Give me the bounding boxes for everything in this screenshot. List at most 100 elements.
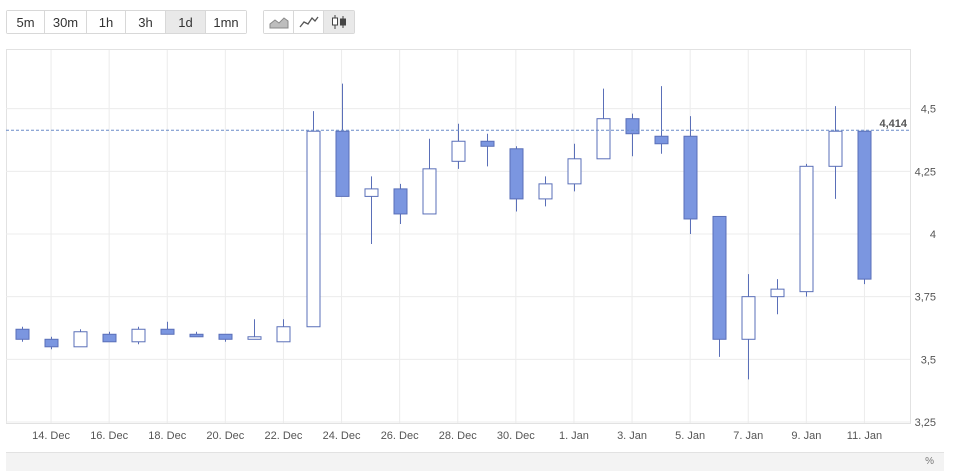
candle	[799, 163, 814, 297]
candle-body	[364, 188, 379, 197]
x-tick-label: 9. Jan	[791, 430, 821, 442]
candle	[654, 86, 669, 154]
timeframe-3h-button[interactable]: 3h	[126, 11, 166, 33]
candle-body	[15, 328, 30, 340]
x-tick-label: 3. Jan	[617, 430, 647, 442]
candle	[741, 274, 756, 380]
candle	[276, 319, 291, 343]
candle	[102, 331, 117, 343]
candle-body	[538, 183, 553, 200]
x-tick-label: 7. Jan	[733, 430, 763, 442]
timeframe-1d-button[interactable]: 1d	[166, 11, 206, 33]
y-tick-label: 3,5	[921, 354, 936, 366]
timeframe-group: 5m 30m 1h 3h 1d 1mn	[6, 10, 247, 34]
candle	[247, 319, 262, 340]
candle-body	[102, 333, 117, 343]
x-tick-label: 24. Dec	[323, 430, 361, 442]
candlestick-chart-icon	[332, 15, 346, 29]
candle-body	[857, 130, 872, 280]
chart-footer: %	[6, 452, 944, 471]
candle	[683, 116, 698, 234]
candle-body	[306, 130, 321, 328]
timeframe-toolbar: 5m 30m 1h 3h 1d 1mn	[6, 10, 247, 34]
candle	[393, 183, 408, 224]
candle	[828, 106, 843, 199]
candle-body	[741, 296, 756, 340]
candle-body	[44, 338, 59, 348]
candle	[538, 176, 553, 207]
x-tick-label: 22. Dec	[264, 430, 302, 442]
x-tick-label: 11. Jan	[847, 430, 882, 442]
last-price-label: 4,414	[879, 118, 907, 130]
candle-body	[480, 140, 495, 147]
candle	[189, 331, 204, 338]
area-chart-button[interactable]	[264, 11, 294, 33]
candle-body	[828, 130, 843, 167]
line-chart-button[interactable]	[294, 11, 324, 33]
chart-type-group	[263, 10, 355, 34]
candle	[218, 333, 233, 342]
candle-body	[683, 135, 698, 220]
candle	[712, 215, 727, 357]
y-tick-label: 4	[930, 229, 936, 241]
line-chart-icon	[298, 16, 319, 28]
candle-body	[160, 328, 175, 335]
candle	[422, 138, 437, 215]
x-tick-label: 16. Dec	[90, 430, 128, 442]
candle	[625, 113, 640, 157]
candle	[160, 321, 175, 335]
x-tick-label: 30. Dec	[497, 430, 535, 442]
candle	[364, 176, 379, 245]
candle	[857, 130, 872, 285]
candle-body	[451, 140, 466, 162]
x-tick-label: 28. Dec	[439, 430, 477, 442]
candlestick-chart-button[interactable]	[324, 11, 354, 33]
candle-body	[335, 130, 350, 197]
candle-body	[596, 118, 611, 160]
candle-body	[218, 333, 233, 340]
candle-body	[654, 135, 669, 145]
candle	[131, 326, 146, 345]
candle-body	[770, 288, 785, 298]
candle	[306, 111, 321, 328]
candle	[596, 88, 611, 160]
x-tick-label: 14. Dec	[32, 430, 70, 442]
candle	[73, 329, 88, 348]
y-tick-label: 3,75	[915, 292, 936, 304]
candle-body	[799, 165, 814, 293]
candle	[509, 146, 524, 212]
candle-body	[712, 215, 727, 340]
candle-body	[625, 118, 640, 135]
y-tick-label: 4,5	[921, 104, 936, 116]
candle-body	[73, 331, 88, 348]
x-tick-label: 20. Dec	[206, 430, 244, 442]
candle	[44, 336, 59, 350]
candle-body	[509, 148, 524, 200]
candle-body	[393, 188, 408, 215]
plot-area	[6, 49, 911, 424]
y-tick-label: 3,25	[915, 417, 936, 429]
candle	[335, 83, 350, 197]
candle	[15, 326, 30, 342]
candle	[770, 279, 785, 315]
y-tick-label: 4,25	[915, 166, 936, 178]
candle	[480, 133, 495, 167]
candle	[567, 143, 582, 192]
x-tick-label: 5. Jan	[675, 430, 705, 442]
candle-body	[276, 326, 291, 343]
candle-body	[131, 328, 146, 343]
candle-body	[567, 158, 582, 185]
area-chart-icon	[269, 17, 288, 29]
candle-body	[189, 333, 204, 338]
candle-body	[422, 168, 437, 215]
timeframe-1mn-button[interactable]: 1mn	[206, 11, 246, 33]
percent-toggle[interactable]: %	[925, 456, 934, 467]
x-tick-label: 26. Dec	[381, 430, 419, 442]
candle-body	[247, 336, 262, 340]
candle	[451, 123, 466, 169]
timeframe-5m-button[interactable]: 5m	[7, 11, 45, 33]
x-tick-label: 18. Dec	[148, 430, 186, 442]
timeframe-1h-button[interactable]: 1h	[87, 11, 126, 33]
timeframe-30m-button[interactable]: 30m	[45, 11, 87, 33]
